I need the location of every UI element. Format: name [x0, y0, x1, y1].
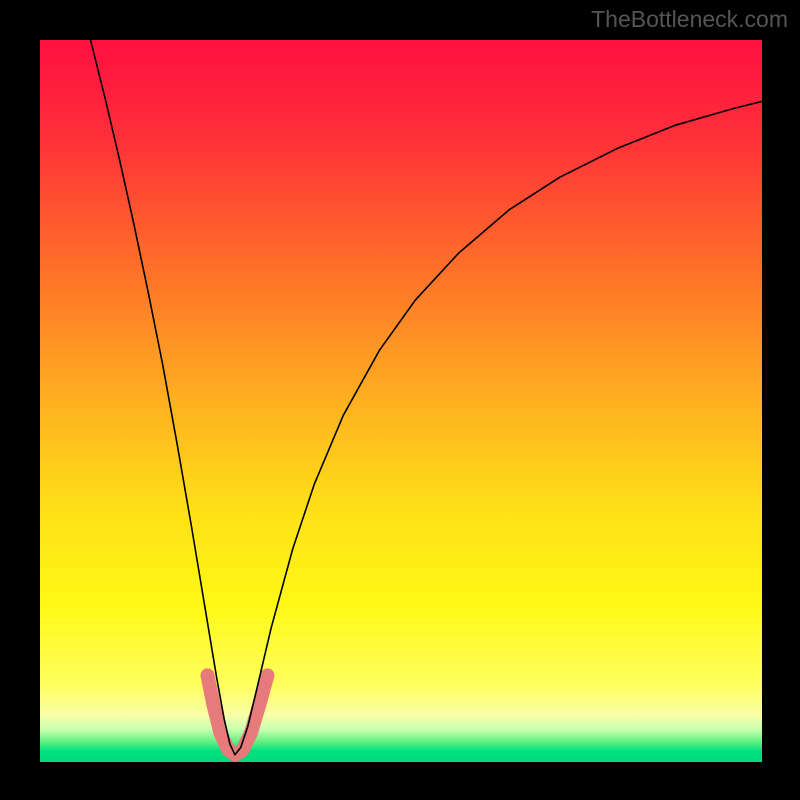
curve-layer: [40, 40, 762, 762]
plot-area: [40, 40, 762, 762]
bottleneck-curve: [91, 40, 762, 755]
watermark-text: TheBottleneck.com: [591, 6, 788, 33]
highlight-curve: [208, 675, 268, 754]
